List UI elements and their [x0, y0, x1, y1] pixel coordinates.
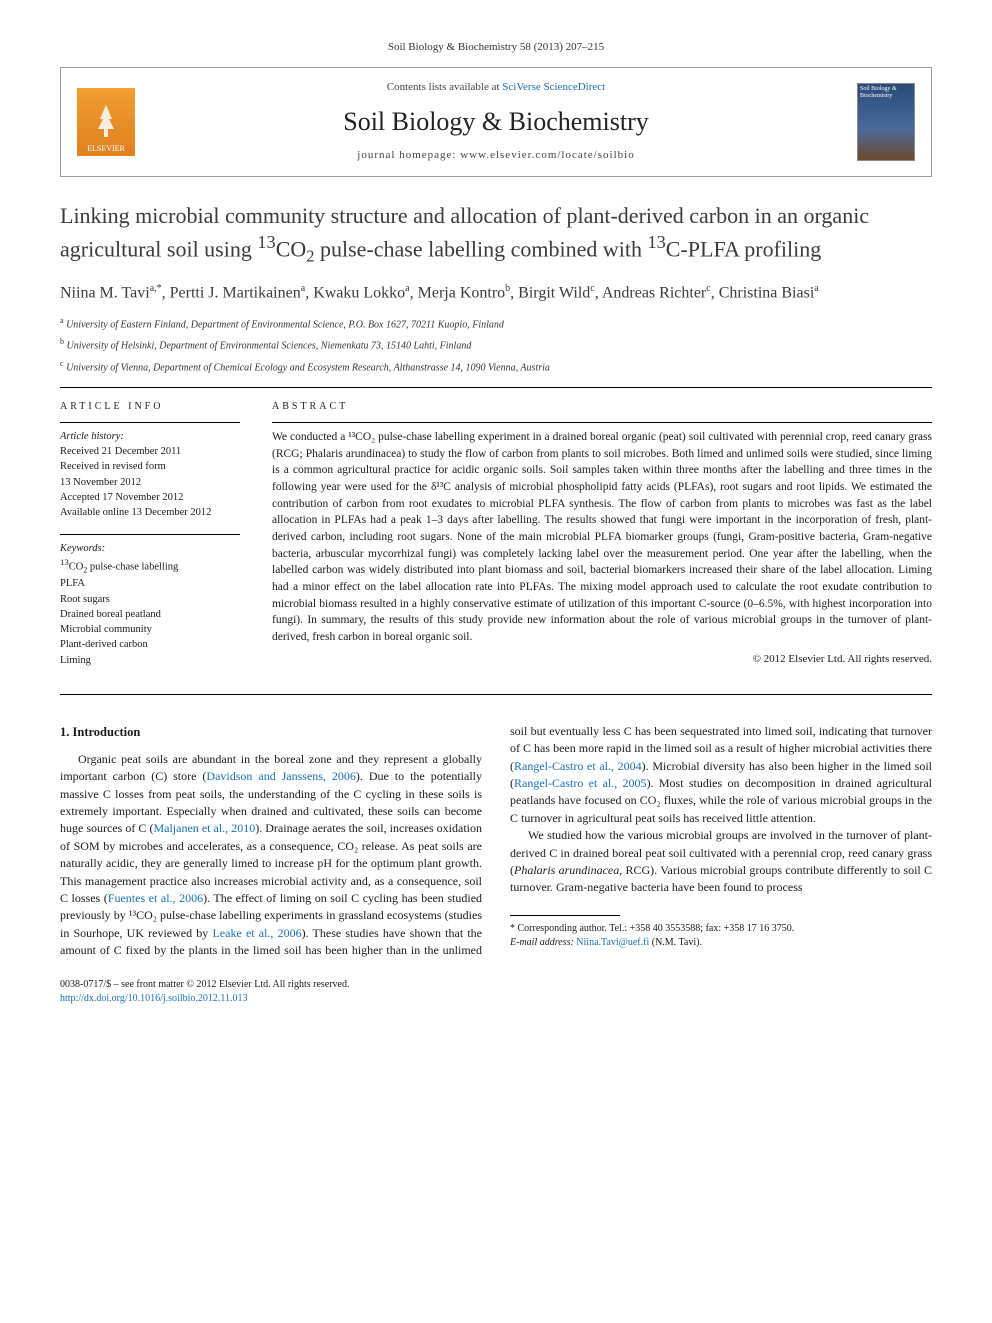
- abstract-text: We conducted a ¹³CO₂ pulse-chase labelli…: [272, 429, 932, 646]
- issn-copyright-line: 0038-0717/$ – see front matter © 2012 El…: [60, 978, 932, 992]
- elsevier-logo-text: ELSEVIER: [87, 143, 125, 154]
- corresponding-author-footnote: * Corresponding author. Tel.: +358 40 35…: [510, 922, 932, 936]
- front-matter: 0038-0717/$ – see front matter © 2012 El…: [60, 978, 932, 1006]
- journal-header: ELSEVIER Contents lists available at Sci…: [60, 67, 932, 176]
- article-title: Linking microbial community structure an…: [60, 201, 932, 269]
- abstract-rule: [272, 422, 932, 423]
- doi-link[interactable]: http://dx.doi.org/10.1016/j.soilbio.2012…: [60, 993, 248, 1004]
- citation-link[interactable]: Rangel-Castro et al., 2005: [514, 776, 647, 790]
- citation-link[interactable]: Maljanen et al., 2010: [153, 821, 255, 835]
- bottom-rule: [60, 694, 932, 695]
- keyword-item: Plant-derived carbon: [60, 637, 240, 652]
- keyword-item: Liming: [60, 653, 240, 668]
- body-columns: 1. Introduction Organic peat soils are a…: [60, 723, 932, 960]
- keyword-item: Microbial community: [60, 622, 240, 637]
- species-name: Phalaris arundinacea: [514, 863, 619, 877]
- info-rule-2: [60, 534, 240, 535]
- keyword-item: PLFA: [60, 576, 240, 591]
- affiliation: b University of Helsinki, Department of …: [60, 336, 932, 353]
- journal-cover-thumb: Soil Biology & Biochemistry: [857, 83, 915, 161]
- keywords-label: Keywords:: [60, 541, 240, 556]
- citation-link[interactable]: Davidson and Janssens, 2006: [206, 769, 356, 783]
- abstract-heading: ABSTRACT: [272, 400, 932, 414]
- elsevier-tree-icon: [86, 99, 126, 143]
- info-rule: [60, 422, 240, 423]
- section-heading-intro: 1. Introduction: [60, 723, 482, 741]
- keyword-item: 13CO2 pulse-chase labelling: [60, 556, 240, 576]
- history-line: Available online 13 December 2012: [60, 505, 240, 520]
- article-history-label: Article history:: [60, 429, 240, 444]
- journal-homepage-line: journal homepage: www.elsevier.com/locat…: [151, 148, 841, 163]
- footnote-separator: [510, 915, 620, 916]
- journal-homepage-link[interactable]: www.elsevier.com/locate/soilbio: [460, 149, 634, 161]
- history-line: Received 21 December 2011: [60, 444, 240, 459]
- article-info-column: ARTICLE INFO Article history: Received 2…: [60, 400, 240, 682]
- top-rule: [60, 387, 932, 388]
- history-line: 13 November 2012: [60, 475, 240, 490]
- history-line: Received in revised form: [60, 459, 240, 474]
- email-link[interactable]: Niina.Tavi@uef.fi: [576, 937, 649, 948]
- affiliation: c University of Vienna, Department of Ch…: [60, 358, 932, 375]
- author-list: Niina M. Tavia,*, Pertti J. Martikainena…: [60, 282, 932, 305]
- citation-link[interactable]: Fuentes et al., 2006: [108, 891, 203, 905]
- keyword-item: Root sugars: [60, 592, 240, 607]
- affiliation: a University of Eastern Finland, Departm…: [60, 315, 932, 332]
- sciencedirect-link[interactable]: SciVerse ScienceDirect: [502, 81, 605, 93]
- abstract-copyright: © 2012 Elsevier Ltd. All rights reserved…: [272, 652, 932, 667]
- journal-title: Soil Biology & Biochemistry: [151, 104, 841, 140]
- email-footnote: E-mail address: Niina.Tavi@uef.fi (N.M. …: [510, 936, 932, 950]
- keyword-item: Drained boreal peatland: [60, 607, 240, 622]
- history-line: Accepted 17 November 2012: [60, 490, 240, 505]
- citation-link[interactable]: Rangel-Castro et al., 2004: [514, 759, 642, 773]
- running-head: Soil Biology & Biochemistry 58 (2013) 20…: [60, 40, 932, 55]
- elsevier-logo: ELSEVIER: [77, 88, 135, 156]
- citation-link[interactable]: Leake et al., 2006: [212, 926, 301, 940]
- article-info-heading: ARTICLE INFO: [60, 400, 240, 414]
- contents-available-line: Contents lists available at SciVerse Sci…: [151, 80, 841, 95]
